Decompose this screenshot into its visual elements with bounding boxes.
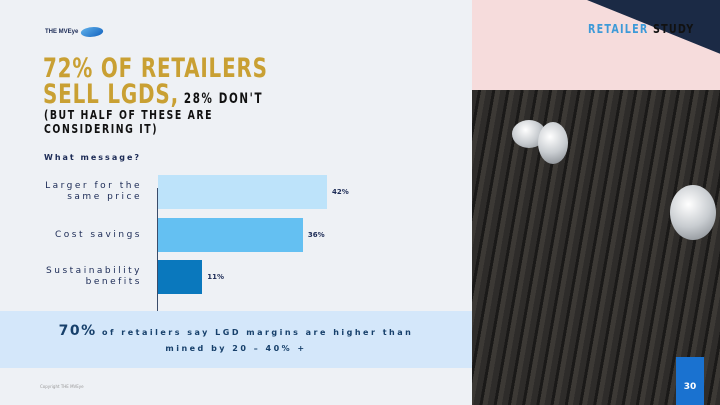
- category-label-line: Larger for the: [45, 181, 142, 191]
- callout-text-2: mined by 20 – 40% +: [165, 344, 307, 353]
- title-line-2: SELL LGDS,: [43, 79, 179, 110]
- subtitle: (BUT HALF OF THESE ARE CONSIDERING IT): [44, 108, 213, 136]
- bar: [158, 175, 327, 209]
- title-line-1: 72% OF RETAILERS: [43, 53, 268, 84]
- data-label: 36%: [307, 231, 325, 239]
- diamond: [538, 122, 568, 164]
- content-panel: THE MVEye 72% OF RETAILERS SELL LGDS, 28%…: [0, 27, 472, 389]
- category-label: Cost savings: [2, 230, 142, 241]
- bar-chart: 42% Larger for the same price 36% Cost savin…: [0, 168, 472, 318]
- callout-highlight: 70%: [58, 323, 97, 339]
- page-number: 30: [676, 357, 704, 405]
- subtitle-line-1: (BUT HALF OF THESE ARE: [44, 108, 214, 122]
- bar: [158, 218, 303, 252]
- logo: THE MVEye: [45, 27, 106, 37]
- section-tag: RETAILER STUDY: [588, 22, 694, 36]
- callout-banner: 70% of retailers say LGD margins are hig…: [0, 311, 472, 368]
- diamond-photo: [472, 0, 720, 405]
- page-title: 72% OF RETAILERS SELL LGDS, 28% DON'T: [43, 53, 268, 112]
- category-label: Sustainability benefits: [2, 266, 142, 288]
- bar: [158, 260, 203, 294]
- callout-text-1: of retailers say LGD margins are higher …: [101, 328, 414, 337]
- data-label: 11%: [207, 273, 225, 281]
- tag-part-1: RETAILER: [588, 22, 649, 36]
- logo-text: THE MVEye: [45, 29, 79, 35]
- tag-part-2: STUDY: [652, 22, 695, 36]
- title-aside: 28% DON'T: [183, 91, 264, 107]
- category-label-line: Cost savings: [54, 229, 142, 240]
- charred-wood: [472, 90, 720, 405]
- eye-logo-icon: [79, 27, 106, 37]
- diamond: [670, 185, 716, 240]
- y-axis-line: [157, 188, 158, 318]
- data-label: 42%: [332, 188, 349, 196]
- category-label-line: same price: [67, 192, 142, 202]
- chart-title: What message?: [44, 153, 142, 162]
- subtitle-line-2: CONSIDERING IT): [44, 122, 159, 136]
- category-label-line: Sustainability: [46, 266, 142, 276]
- copyright: Copyright THE MVEye: [40, 384, 84, 389]
- category-label: Larger for the same price: [2, 181, 142, 203]
- category-label-line: benefits: [85, 277, 142, 287]
